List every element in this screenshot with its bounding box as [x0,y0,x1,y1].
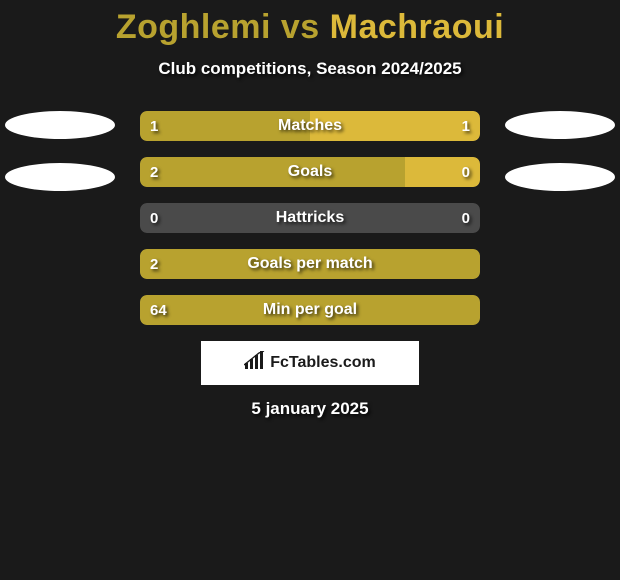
date-line: 5 january 2025 [0,399,620,419]
decor-ellipse [5,111,115,139]
stat-value-left: 1 [150,111,158,141]
stat-label: Min per goal [140,295,480,325]
page-title: Zoghlemi vs Machraoui [0,0,620,47]
bar-chart-icon [244,351,266,376]
brand-inner: FcTables.com [244,351,376,376]
stat-label: Hattricks [140,203,480,233]
stat-value-left: 2 [150,157,158,187]
stat-row: Min per goal64 [140,295,480,325]
brand-box[interactable]: FcTables.com [201,341,419,385]
stat-row: Goals per match2 [140,249,480,279]
stat-label: Matches [140,111,480,141]
stat-label: Goals [140,157,480,187]
stat-row: Goals2 0 [140,157,480,187]
stats-area: Matches11Goals20Hattricks00Goals per mat… [0,111,620,325]
decor-ellipse [5,163,115,191]
stat-value-left: 64 [150,295,167,325]
player1-name: Zoghlemi [116,8,271,46]
stat-value-right: 1 [462,111,470,141]
stat-value-right: 0 [462,203,470,233]
comparison-card: Zoghlemi vs Machraoui Club competitions,… [0,0,620,419]
stat-value-left: 2 [150,249,158,279]
vs-separator: vs [271,8,330,46]
decor-ellipse [505,163,615,191]
stat-value-right: 0 [462,157,470,187]
brand-text: FcTables.com [270,354,376,372]
stat-row: Hattricks0 0 [140,203,480,233]
stat-row: Matches1 1 [140,111,480,141]
stat-value-left: 0 [150,203,158,233]
player2-name: Machraoui [330,8,505,46]
decor-ellipse [505,111,615,139]
stat-label: Goals per match [140,249,480,279]
subtitle: Club competitions, Season 2024/2025 [0,59,620,79]
